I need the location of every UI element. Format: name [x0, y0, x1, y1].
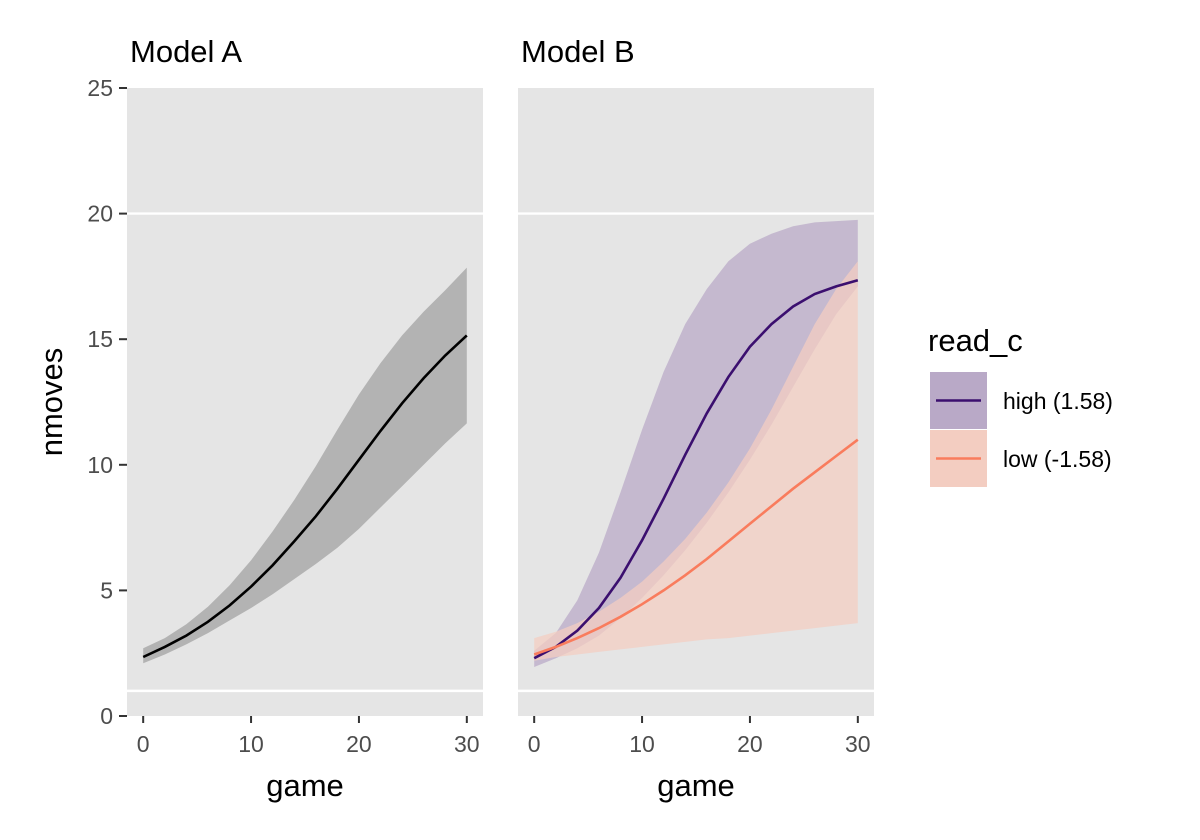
- y-tick-label: 0: [100, 703, 113, 729]
- facet-1-series-1-line: [142, 334, 468, 659]
- legend-label-2: low (-1.58): [1003, 446, 1112, 472]
- facet-1-x-tick-label: 10: [238, 731, 264, 757]
- y-tick-label: 5: [100, 577, 113, 603]
- facet-1-title: Model A: [130, 34, 242, 69]
- legend-label-1: high (1.58): [1003, 388, 1113, 414]
- facet-1-x-tick-label: 0: [137, 731, 150, 757]
- legend-title: read_c: [928, 323, 1023, 358]
- facet-2-series-2-line: [533, 438, 859, 656]
- y-tick-label: 15: [87, 326, 113, 352]
- facet-2-x-tick-label: 0: [528, 731, 541, 757]
- y-tick-label: 10: [87, 452, 113, 478]
- facet-2-title: Model B: [521, 34, 635, 69]
- facet-1-series-1-ribbon: [143, 267, 467, 664]
- y-axis-title: nmoves: [34, 348, 69, 457]
- facet-2-x-tick-label: 10: [629, 731, 655, 757]
- facet-1-x-tick-label: 30: [454, 731, 480, 757]
- y-tick-label: 25: [87, 75, 113, 101]
- facet-2-series-2-ribbon: [534, 261, 858, 661]
- facet-2-series-1-line: [533, 278, 859, 660]
- facet-1-x-tick-label: 20: [346, 731, 372, 757]
- facet-2-x-tick-label: 30: [845, 731, 871, 757]
- facet-2-series-1-ribbon: [534, 219, 858, 667]
- facet-2-x-axis-title: game: [657, 768, 735, 803]
- facet-2-x-tick-label: 20: [737, 731, 763, 757]
- facet-1-x-axis-title: game: [266, 768, 344, 803]
- y-tick-label: 20: [87, 201, 113, 227]
